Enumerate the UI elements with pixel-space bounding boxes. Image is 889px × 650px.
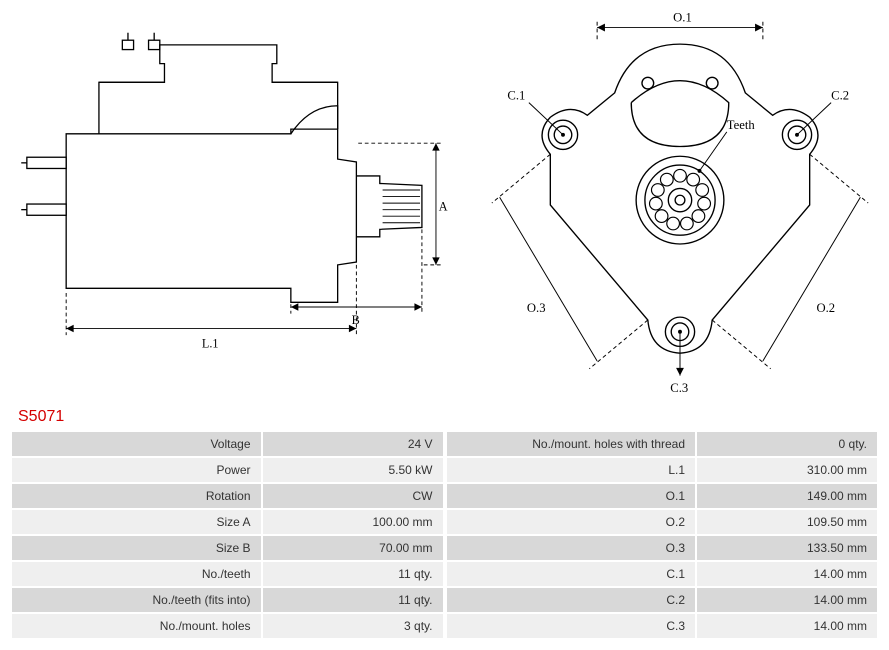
spec-label: No./teeth (fits into) [12,588,261,612]
table-row: No./mount. holes3 qty. [12,614,443,638]
spec-value: 100.00 mm [263,510,443,534]
table-row: C.214.00 mm [447,588,878,612]
table-row: L.1310.00 mm [447,458,878,482]
spec-label: Size B [12,536,261,560]
spec-value: 3 qty. [263,614,443,638]
spec-label: C.2 [447,588,696,612]
spec-label: Power [12,458,261,482]
spec-label: Size A [12,510,261,534]
spec-label: No./mount. holes with thread [447,432,696,456]
spec-label: C.1 [447,562,696,586]
spec-value: 149.00 mm [697,484,877,508]
table-row: C.314.00 mm [447,614,878,638]
diagrams-container: L.1 B A [10,10,879,400]
spec-label: No./teeth [12,562,261,586]
spec-label: Rotation [12,484,261,508]
spec-value: 14.00 mm [697,614,877,638]
table-row: Voltage24 V [12,432,443,456]
label-O1: O.1 [673,11,692,25]
side-view-diagram: L.1 B A [10,10,450,400]
part-id: S5071 [18,408,879,426]
spec-value: 24 V [263,432,443,456]
spec-label: O.2 [447,510,696,534]
spec-value: 11 qty. [263,562,443,586]
table-row: O.2109.50 mm [447,510,878,534]
front-view-svg: O.1 O.2 O.3 C.1 C.2 C.3 Teeth [480,10,880,400]
spec-value: 14.00 mm [697,562,877,586]
label-C1: C.1 [507,89,525,103]
spec-value: 70.00 mm [263,536,443,560]
spec-table-left: Voltage24 VPower5.50 kWRotationCWSize A1… [10,430,445,640]
spec-label: No./mount. holes [12,614,261,638]
side-view-svg: L.1 B A [10,10,450,370]
table-row: Size A100.00 mm [12,510,443,534]
spec-label: Voltage [12,432,261,456]
spec-value: 11 qty. [263,588,443,612]
label-L1: L.1 [202,336,219,350]
spec-tables: Voltage24 VPower5.50 kWRotationCWSize A1… [10,430,879,640]
table-row: C.114.00 mm [447,562,878,586]
table-row: RotationCW [12,484,443,508]
table-row: No./mount. holes with thread0 qty. [447,432,878,456]
spec-value: 0 qty. [697,432,877,456]
spec-value: 109.50 mm [697,510,877,534]
table-row: O.1149.00 mm [447,484,878,508]
label-C2: C.2 [831,89,849,103]
label-C3: C.3 [670,381,688,395]
table-row: No./teeth (fits into)11 qty. [12,588,443,612]
spec-label: C.3 [447,614,696,638]
spec-value: 133.50 mm [697,536,877,560]
label-A: A [439,200,448,214]
front-view-diagram: O.1 O.2 O.3 C.1 C.2 C.3 Teeth [480,10,880,400]
table-row: No./teeth11 qty. [12,562,443,586]
label-O2: O.2 [817,301,836,315]
spec-table-right: No./mount. holes with thread0 qty.L.1310… [445,430,880,640]
spec-label: L.1 [447,458,696,482]
label-B: B [352,313,360,327]
table-row: Size B70.00 mm [12,536,443,560]
spec-value: 5.50 kW [263,458,443,482]
spec-label: O.1 [447,484,696,508]
table-row: O.3133.50 mm [447,536,878,560]
table-row: Power5.50 kW [12,458,443,482]
spec-value: CW [263,484,443,508]
label-O3: O.3 [527,301,546,315]
spec-value: 14.00 mm [697,588,877,612]
label-Teeth: Teeth [727,118,756,132]
spec-value: 310.00 mm [697,458,877,482]
spec-label: O.3 [447,536,696,560]
